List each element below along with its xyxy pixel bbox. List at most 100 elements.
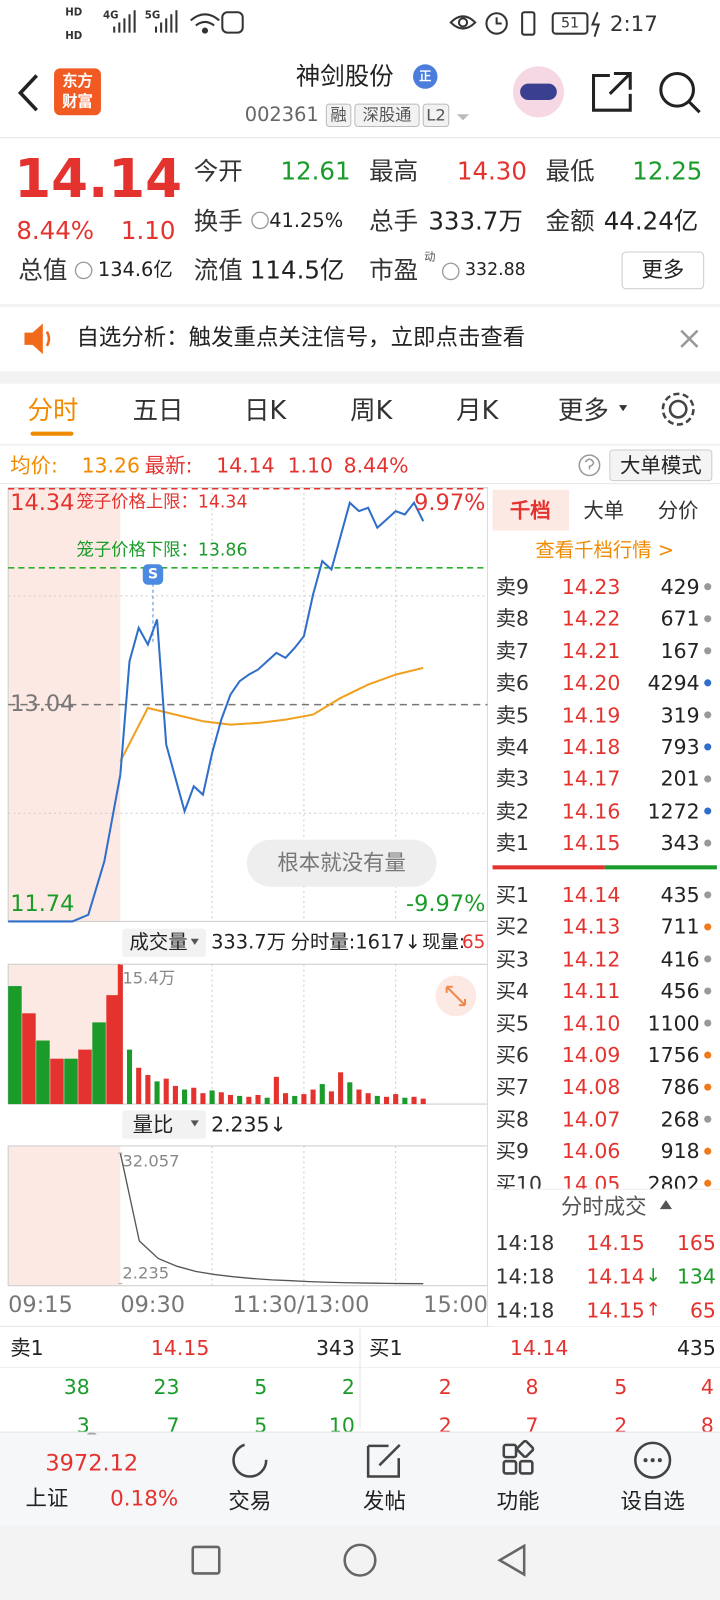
volume-bar xyxy=(338,1072,344,1105)
book-label: 买9 xyxy=(495,1138,530,1164)
l1-price: 14.15 xyxy=(150,1335,210,1361)
trade-time: 14:18 xyxy=(495,1264,555,1289)
nav-item[interactable]: 设自选 xyxy=(620,1489,685,1514)
book-price: 14.09 xyxy=(561,1042,621,1068)
book-label: 卖2 xyxy=(495,798,530,824)
volume-bar xyxy=(255,1094,261,1105)
l1-depth: 5 xyxy=(254,1413,268,1438)
volume-bar xyxy=(356,1089,362,1105)
book-label: 卖8 xyxy=(495,606,530,632)
help-icon[interactable] xyxy=(578,454,601,477)
book-price: 14.07 xyxy=(561,1106,621,1132)
field-label: 金额 xyxy=(545,207,595,236)
panel-tab[interactable]: 大单 xyxy=(583,497,625,523)
volume-bar xyxy=(374,1095,380,1105)
network-label: HD xyxy=(65,7,83,19)
nav-item[interactable]: 发帖 xyxy=(363,1489,406,1514)
marker-text: S xyxy=(147,566,159,583)
volume-bar xyxy=(310,1089,316,1105)
l1-depth: 38 xyxy=(63,1374,90,1399)
vol-dropdown[interactable] xyxy=(122,928,206,958)
book-dot xyxy=(704,743,712,751)
book-dot xyxy=(704,987,712,995)
book-volume: 268 xyxy=(660,1106,700,1132)
l1-depth: 2 xyxy=(438,1413,452,1438)
tag: 深股通 xyxy=(362,105,412,125)
code-caret xyxy=(456,114,470,121)
book-label: 买6 xyxy=(495,1042,530,1068)
avg-value: 13.26 xyxy=(81,453,140,478)
nav-item[interactable]: 交易 xyxy=(228,1489,272,1514)
l1-label: 卖1 xyxy=(10,1335,44,1361)
tab[interactable]: 日K xyxy=(244,395,287,425)
book-dot xyxy=(704,615,712,623)
battery: 51 xyxy=(560,15,580,32)
volume-bar xyxy=(246,1096,252,1105)
logo-text: 东方 xyxy=(62,71,93,91)
ratio-bar-sell xyxy=(492,865,605,870)
volume-bar xyxy=(22,1013,36,1105)
field-label: 流值 xyxy=(193,256,243,285)
tab[interactable]: 分时 xyxy=(27,395,79,425)
help-mark xyxy=(584,458,595,470)
tab[interactable]: 更多 xyxy=(557,395,609,425)
pct-top: 9.97% xyxy=(414,490,486,517)
volume-bar xyxy=(8,986,22,1105)
book-dot xyxy=(704,583,712,591)
book-price: 14.16 xyxy=(561,798,621,824)
more-button[interactable]: 更多 xyxy=(641,257,685,283)
more-button[interactable] xyxy=(621,251,705,290)
trade-arrow: ↓ xyxy=(645,1265,661,1287)
book-label: 卖6 xyxy=(495,670,530,696)
notice[interactable]: 自选分析：触发重点关注信号，立即点击查看 xyxy=(76,325,526,352)
field-sup: 动 xyxy=(424,250,436,264)
ratio-label[interactable]: 量比 xyxy=(132,1112,174,1137)
tab[interactable]: 月K xyxy=(456,395,499,425)
book-label: 买1 xyxy=(495,882,530,908)
back-icon[interactable] xyxy=(17,74,39,112)
mode-button[interactable]: 大单模式 xyxy=(620,453,702,478)
panel-tab[interactable]: 千档 xyxy=(509,497,551,523)
volume-bar xyxy=(292,1095,298,1105)
volume-bar xyxy=(209,1090,215,1105)
network-label: 5G xyxy=(144,10,161,22)
l1-price: 14.14 xyxy=(509,1335,569,1361)
vol-label[interactable]: 成交量 xyxy=(129,931,188,954)
book-volume: 4294 xyxy=(647,670,700,696)
system-icons[interactable] xyxy=(0,1525,720,1599)
book-volume: 2802 xyxy=(647,1171,700,1196)
trades-caret xyxy=(659,1199,673,1210)
logo-text: 财富 xyxy=(62,92,93,111)
header-icons[interactable] xyxy=(591,71,701,114)
tab[interactable]: 五日 xyxy=(132,395,184,425)
divider xyxy=(0,304,720,308)
avatar-face xyxy=(520,83,557,100)
l1-depth: 5 xyxy=(614,1374,628,1399)
panel-tab[interactable]: 分价 xyxy=(657,497,699,523)
close-icon[interactable] xyxy=(680,329,699,348)
volume-bar xyxy=(347,1082,353,1105)
mode-button[interactable] xyxy=(609,449,713,482)
field-label: 总手 xyxy=(369,207,419,236)
divider xyxy=(0,371,720,384)
logo xyxy=(54,68,101,116)
book-volume: 793 xyxy=(660,734,700,760)
vol-now-label: 现量: xyxy=(422,931,466,954)
book-volume: 343 xyxy=(660,830,700,856)
ratio-line xyxy=(119,1152,424,1285)
volume-bar xyxy=(200,1093,206,1105)
ratio-dropdown[interactable] xyxy=(122,1110,206,1139)
depth-link[interactable]: 查看千档行情 > xyxy=(535,539,675,562)
cage-lower-label: 笼子价格下限：13.86 xyxy=(76,540,248,561)
book-dot xyxy=(704,1115,712,1123)
nav-item[interactable]: 功能 xyxy=(496,1489,540,1514)
watermark-pill xyxy=(246,839,437,887)
speaker-icon xyxy=(24,323,43,355)
field-value: 12.25 xyxy=(632,157,703,186)
caret xyxy=(190,938,199,945)
expand-icon xyxy=(445,985,467,1007)
gear-icon[interactable] xyxy=(661,392,695,426)
system-nav xyxy=(0,1525,720,1600)
tab[interactable]: 周K xyxy=(350,395,393,425)
price: 14.14 xyxy=(14,148,183,211)
